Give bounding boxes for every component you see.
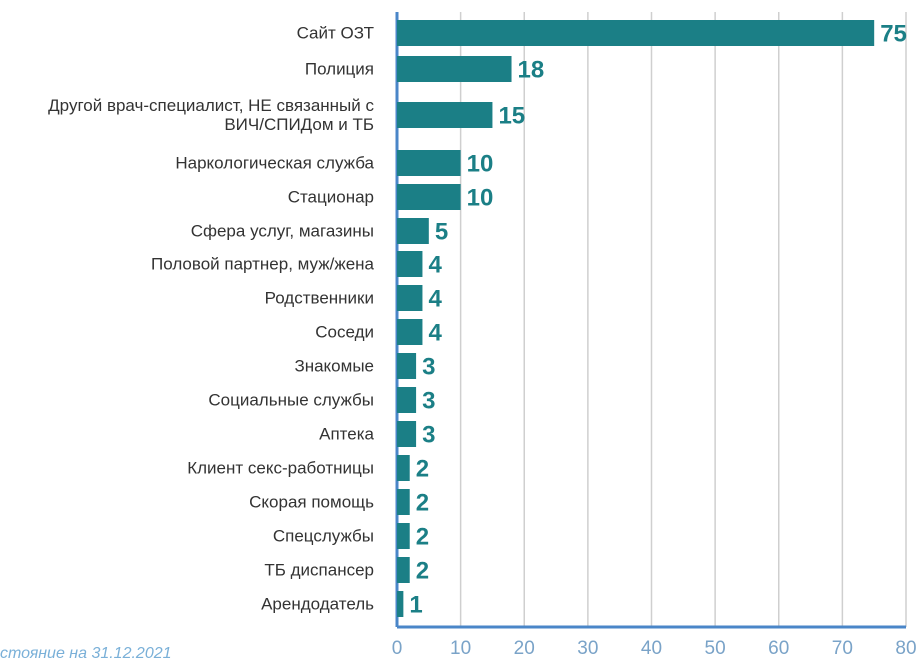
bar [397,150,461,176]
category-label: Скорая помощь [249,492,374,512]
footnote: стояние на 31.12.2021 [0,645,172,662]
category-label: Другой врач-специалист, НЕ связанный с В… [48,96,374,134]
category-label: Спецслужбы [272,526,374,546]
x-tick-label: 20 [514,638,535,659]
category-label: Сфера услуг, магазины [190,221,374,241]
category-label: Арендодатель [261,594,374,614]
value-label: 4 [428,251,442,278]
x-tick-label: 0 [392,638,403,659]
category-label: Сайт ОЗТ [296,23,374,43]
value-label: 10 [467,150,494,177]
category-label: Родственники [264,288,374,308]
value-label: 1 [409,591,422,618]
bar [397,251,423,277]
category-label: Знакомые [294,356,374,376]
bar [397,56,512,82]
category-label: Половой партнер, муж/жена [151,254,374,274]
value-label: 3 [422,353,435,380]
bar [397,285,423,311]
x-tick-label: 40 [641,638,662,659]
bar [397,489,410,515]
value-label: 3 [422,421,435,448]
value-label: 10 [467,184,494,211]
category-label: Социальные службы [208,390,374,410]
x-tick-label: 50 [705,638,726,659]
category-label: Соседи [315,322,374,342]
bar [397,319,423,345]
bar [397,557,410,583]
bar [397,20,875,46]
value-label: 2 [416,523,429,550]
value-label: 18 [518,56,545,83]
value-label: 2 [416,489,429,516]
category-label: Полиция [304,59,374,79]
category-label: Аптека [319,424,374,444]
value-label: 2 [416,557,429,584]
value-label: 4 [428,319,442,346]
bar [397,184,461,210]
bar [397,218,429,244]
bar [397,523,410,549]
bar [397,591,404,617]
bar [397,387,417,413]
value-label: 2 [416,455,429,482]
bar [397,455,410,481]
bar [397,421,417,447]
value-label: 5 [435,218,448,245]
bar [397,102,493,128]
value-label: 4 [428,285,442,312]
value-label: 75 [880,20,907,47]
category-label: Стационар [287,187,374,207]
category-label: Наркологическая служба [175,153,374,173]
x-tick-label: 70 [832,638,853,659]
x-tick-label: 10 [450,638,471,659]
x-tick-label: 60 [768,638,789,659]
category-label: ТБ диспансер [264,560,374,580]
value-label: 15 [498,102,525,129]
x-tick-label: 80 [895,638,916,659]
value-label: 3 [422,387,435,414]
x-tick-label: 30 [577,638,598,659]
bar [397,353,417,379]
category-label: Клиент секс-работницы [187,458,374,478]
